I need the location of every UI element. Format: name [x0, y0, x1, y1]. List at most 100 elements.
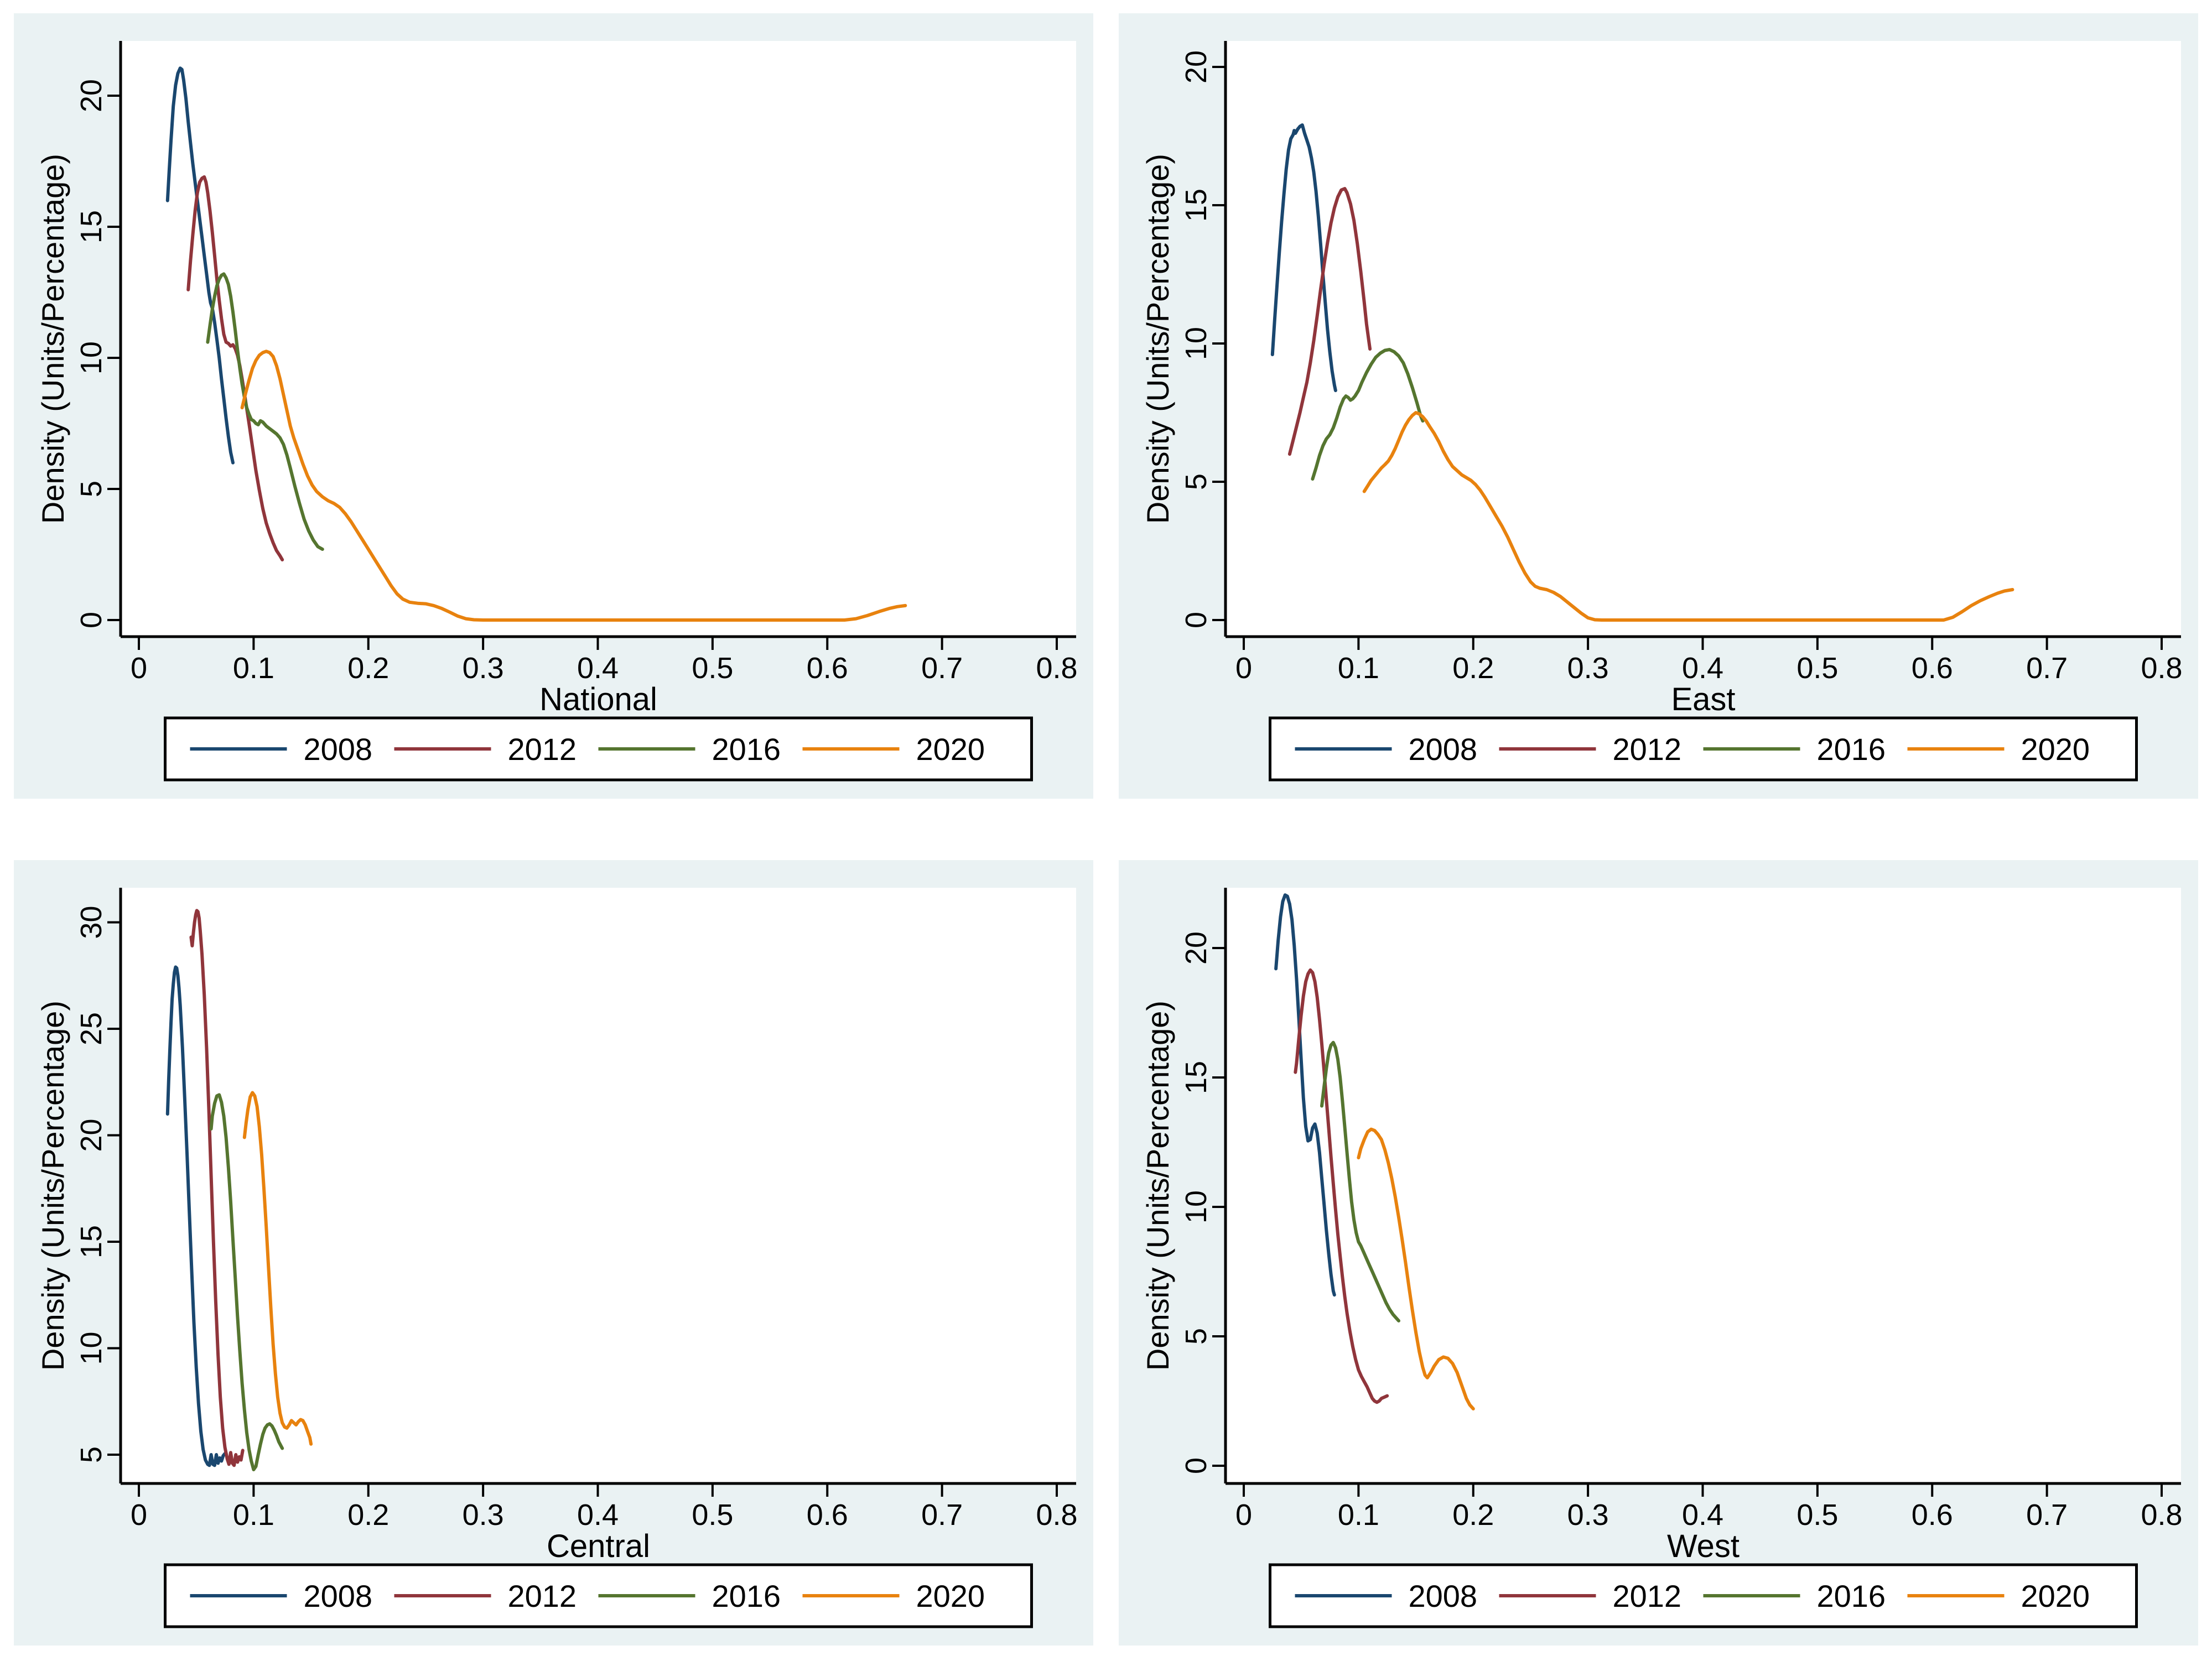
series-line-2016 — [1311, 348, 1425, 481]
series-line-2008 — [165, 66, 235, 465]
y-axis-title: Density (Units/Percentage) — [1140, 1001, 1175, 1371]
x-tick-label: 0 — [131, 652, 147, 685]
x-tick-label: 0.8 — [2141, 1498, 2182, 1532]
legend-label-2012: 2012 — [1613, 732, 1682, 767]
y-tick-label: 20 — [75, 79, 108, 112]
x-axis-title: National — [539, 681, 657, 717]
y-tick-label: 25 — [75, 1012, 108, 1045]
x-tick-label: 0 — [1235, 1498, 1252, 1532]
y-tick-label: 15 — [1180, 1061, 1213, 1094]
legend-label-2012: 2012 — [1613, 1579, 1682, 1613]
legend-label-2016: 2016 — [1817, 732, 1886, 767]
legend-label-2008: 2008 — [1409, 732, 1478, 767]
x-tick-label: 0.1 — [1338, 652, 1379, 685]
x-tick-label: 0.8 — [1036, 1498, 1077, 1532]
legend-label-2008: 2008 — [304, 732, 373, 767]
y-tick-label: 15 — [1180, 189, 1213, 222]
series-line-2016 — [206, 272, 324, 551]
y-tick-label: 5 — [1180, 1328, 1213, 1345]
y-axis-title: Density (Units/Percentage) — [35, 1001, 70, 1371]
x-tick-label: 0.4 — [1682, 1498, 1723, 1532]
x-tick-label: 0.5 — [692, 1498, 733, 1532]
y-tick-label: 20 — [75, 1118, 108, 1152]
density-chart-west: 0 5 10 15 20 0 0.1 0.2 0.3 0.4 0.5 0.6 0.7 0.8 Density… — [1140, 888, 2183, 1628]
x-tick-label: 0.5 — [1796, 1498, 1838, 1532]
series-line-2020 — [242, 1091, 313, 1446]
density-chart-central: 5 10 15 20 25 30 0 0.1 0.2 0.3 0.4 0.5 0.6 0.7 0.8 Dens… — [35, 888, 1078, 1628]
series-line-2008 — [165, 965, 227, 1467]
x-axis-title: West — [1667, 1528, 1740, 1564]
series-line-2020 — [1357, 1127, 1475, 1410]
x-tick-label: 0.3 — [1567, 652, 1609, 685]
legend-label-2012: 2012 — [508, 1579, 577, 1613]
x-tick-label: 0.4 — [1682, 652, 1723, 685]
x-tick-label: 0 — [131, 1498, 147, 1532]
x-tick-label: 0.2 — [347, 652, 389, 685]
x-tick-label: 0.6 — [807, 652, 848, 685]
series-line-2012 — [186, 175, 284, 561]
y-tick-label: 5 — [1180, 473, 1213, 490]
x-tick-label: 0.1 — [233, 1498, 274, 1532]
y-tick-label: 30 — [75, 905, 108, 939]
series-line-2020 — [1362, 411, 2014, 622]
series-line-2012 — [189, 909, 245, 1467]
y-axis-title: Density (Units/Percentage) — [35, 154, 70, 524]
legend-label-2020: 2020 — [2021, 1579, 2090, 1613]
x-tick-label: 0.6 — [807, 1498, 848, 1532]
series-line-2012 — [1294, 968, 1389, 1404]
legend-label-2008: 2008 — [1409, 1579, 1478, 1613]
density-chart-east: 0 5 10 15 20 0 0.1 0.2 0.3 0.4 0.5 0.6 0.7 0.8 Density… — [1140, 41, 2183, 782]
plot-area — [1226, 41, 2181, 637]
x-axis-title: East — [1671, 681, 1735, 717]
y-axis-title: Density (Units/Percentage) — [1140, 154, 1175, 524]
y-tick-label: 0 — [75, 612, 108, 628]
x-tick-label: 0.6 — [1912, 652, 1953, 685]
x-tick-label: 0.4 — [577, 1498, 619, 1532]
x-tick-label: 0.8 — [1036, 652, 1077, 685]
y-tick-label: 15 — [75, 1225, 108, 1258]
y-tick-label: 20 — [1180, 931, 1213, 965]
y-tick-label: 15 — [75, 210, 108, 243]
series-line-2016 — [209, 1093, 284, 1471]
series-line-2016 — [1320, 1040, 1400, 1322]
panel-national: 0 5 10 15 20 0 0.1 0.2 0.3 0.4 0.5 0.6 0.7 0.8 Density… — [14, 13, 1093, 799]
x-axis-title: Central — [547, 1528, 650, 1564]
x-tick-label: 0.2 — [1452, 1498, 1494, 1532]
y-tick-label: 0 — [1180, 1457, 1213, 1474]
panel-west: 0 5 10 15 20 0 0.1 0.2 0.3 0.4 0.5 0.6 0.7 0.8 Density… — [1119, 860, 2198, 1646]
x-tick-label: 0.5 — [692, 652, 733, 685]
x-tick-label: 0.2 — [1452, 652, 1494, 685]
series-line-2008 — [1274, 893, 1336, 1297]
legend-label-2008: 2008 — [304, 1579, 373, 1613]
x-tick-label: 0.2 — [347, 1498, 389, 1532]
legend-label-2016: 2016 — [1817, 1579, 1886, 1613]
x-tick-label: 0.7 — [921, 1498, 963, 1532]
x-tick-label: 0.8 — [2141, 652, 2182, 685]
y-tick-label: 10 — [75, 341, 108, 374]
legend-label-2020: 2020 — [916, 732, 985, 767]
x-tick-label: 0.3 — [1567, 1498, 1609, 1532]
x-tick-label: 0.3 — [463, 652, 504, 685]
x-tick-label: 0.5 — [1796, 652, 1838, 685]
y-tick-label: 10 — [1180, 1190, 1213, 1223]
plot-area — [1226, 888, 2181, 1483]
x-tick-label: 0.7 — [2026, 652, 2068, 685]
panel-east: 0 5 10 15 20 0 0.1 0.2 0.3 0.4 0.5 0.6 0.7 0.8 Density… — [1119, 13, 2198, 799]
x-tick-label: 0.3 — [463, 1498, 504, 1532]
y-tick-label: 10 — [1180, 327, 1213, 360]
y-tick-label: 20 — [1180, 50, 1213, 84]
density-chart-national: 0 5 10 15 20 0 0.1 0.2 0.3 0.4 0.5 0.6 0.7 0.8 Density… — [35, 41, 1078, 782]
x-tick-label: 0.4 — [577, 652, 619, 685]
panel-central: 5 10 15 20 25 30 0 0.1 0.2 0.3 0.4 0.5 0.6 0.7 0.8 Dens… — [14, 860, 1093, 1646]
series-line-2008 — [1270, 123, 1337, 392]
series-line-2020 — [240, 350, 907, 622]
series-line-2012 — [1287, 187, 1372, 456]
y-tick-label: 0 — [1180, 612, 1213, 628]
x-tick-label: 0 — [1235, 652, 1252, 685]
y-tick-label: 5 — [75, 1446, 108, 1463]
x-tick-label: 0.7 — [921, 652, 963, 685]
legend-label-2012: 2012 — [508, 732, 577, 767]
legend-label-2016: 2016 — [712, 1579, 781, 1613]
plot-area — [121, 888, 1076, 1483]
